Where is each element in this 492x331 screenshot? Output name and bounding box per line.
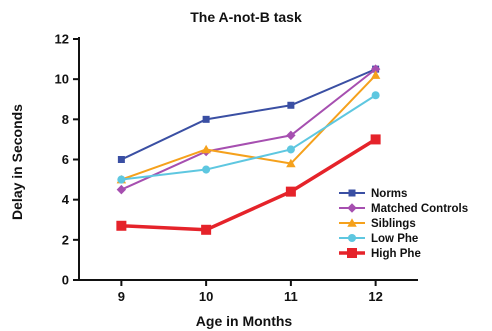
series-line bbox=[121, 74, 377, 181]
legend-item: Matched Controls bbox=[339, 203, 468, 215]
y-tick-label: 10 bbox=[55, 72, 69, 87]
series-line bbox=[120, 68, 377, 161]
legend-item: Norms bbox=[339, 188, 407, 200]
data-point bbox=[286, 130, 296, 141]
y-tick-label: 0 bbox=[62, 273, 69, 288]
data-point bbox=[347, 218, 357, 227]
y-tick-label: 12 bbox=[55, 32, 69, 47]
data-point bbox=[117, 156, 125, 163]
legend-label: Norms bbox=[371, 188, 407, 200]
x-tick-label: 10 bbox=[199, 289, 213, 304]
series-siblings bbox=[116, 70, 381, 184]
data-point bbox=[202, 115, 210, 123]
series-line bbox=[121, 137, 377, 232]
y-tick-label: 6 bbox=[62, 152, 69, 167]
data-point bbox=[370, 64, 381, 74]
data-point bbox=[348, 189, 356, 197]
x-axis-label: Age in Months bbox=[196, 313, 293, 329]
series-line bbox=[121, 94, 377, 181]
y-tick-label: 4 bbox=[62, 192, 70, 207]
legend: Norms Matched Controls Siblings Low Phe High… bbox=[339, 188, 468, 260]
data-point bbox=[285, 186, 296, 197]
x-tick-label: 11 bbox=[284, 289, 298, 304]
legend-label: Siblings bbox=[371, 218, 416, 230]
series-norms bbox=[117, 65, 380, 163]
data-point bbox=[347, 203, 357, 213]
data-point bbox=[347, 248, 357, 258]
data-point bbox=[116, 220, 127, 231]
legend-label: Matched Controls bbox=[371, 203, 468, 215]
series-low-phe bbox=[117, 91, 380, 184]
plot-area bbox=[116, 64, 381, 235]
legend-label: High Phe bbox=[371, 248, 421, 260]
data-point bbox=[371, 91, 380, 100]
series-high-phe bbox=[116, 134, 381, 235]
legend-item: High Phe bbox=[339, 248, 421, 260]
data-point bbox=[116, 184, 127, 195]
y-tick-label: 8 bbox=[62, 112, 69, 127]
data-point bbox=[347, 233, 357, 243]
y-axis-label: Delay in Seconds bbox=[9, 104, 25, 220]
x-tick-label: 9 bbox=[118, 289, 125, 304]
legend-item: Siblings bbox=[339, 218, 416, 230]
legend-label: Low Phe bbox=[371, 233, 418, 245]
y-tick-label: 2 bbox=[62, 232, 69, 247]
data-point bbox=[286, 158, 296, 168]
data-point bbox=[117, 175, 126, 184]
data-point bbox=[370, 70, 381, 79]
chart-title: The A-not-B task bbox=[190, 9, 302, 25]
data-point bbox=[201, 144, 211, 154]
data-point bbox=[202, 165, 211, 174]
data-point bbox=[201, 224, 212, 235]
data-point bbox=[287, 101, 295, 109]
data-point bbox=[286, 145, 295, 154]
series-line bbox=[120, 68, 377, 191]
legend-item: Low Phe bbox=[339, 233, 418, 245]
x-tick-label: 12 bbox=[368, 289, 382, 304]
data-point bbox=[370, 134, 381, 145]
axes: 0 2 4 6 8 10 12 9 10 11 12 bbox=[55, 32, 418, 304]
